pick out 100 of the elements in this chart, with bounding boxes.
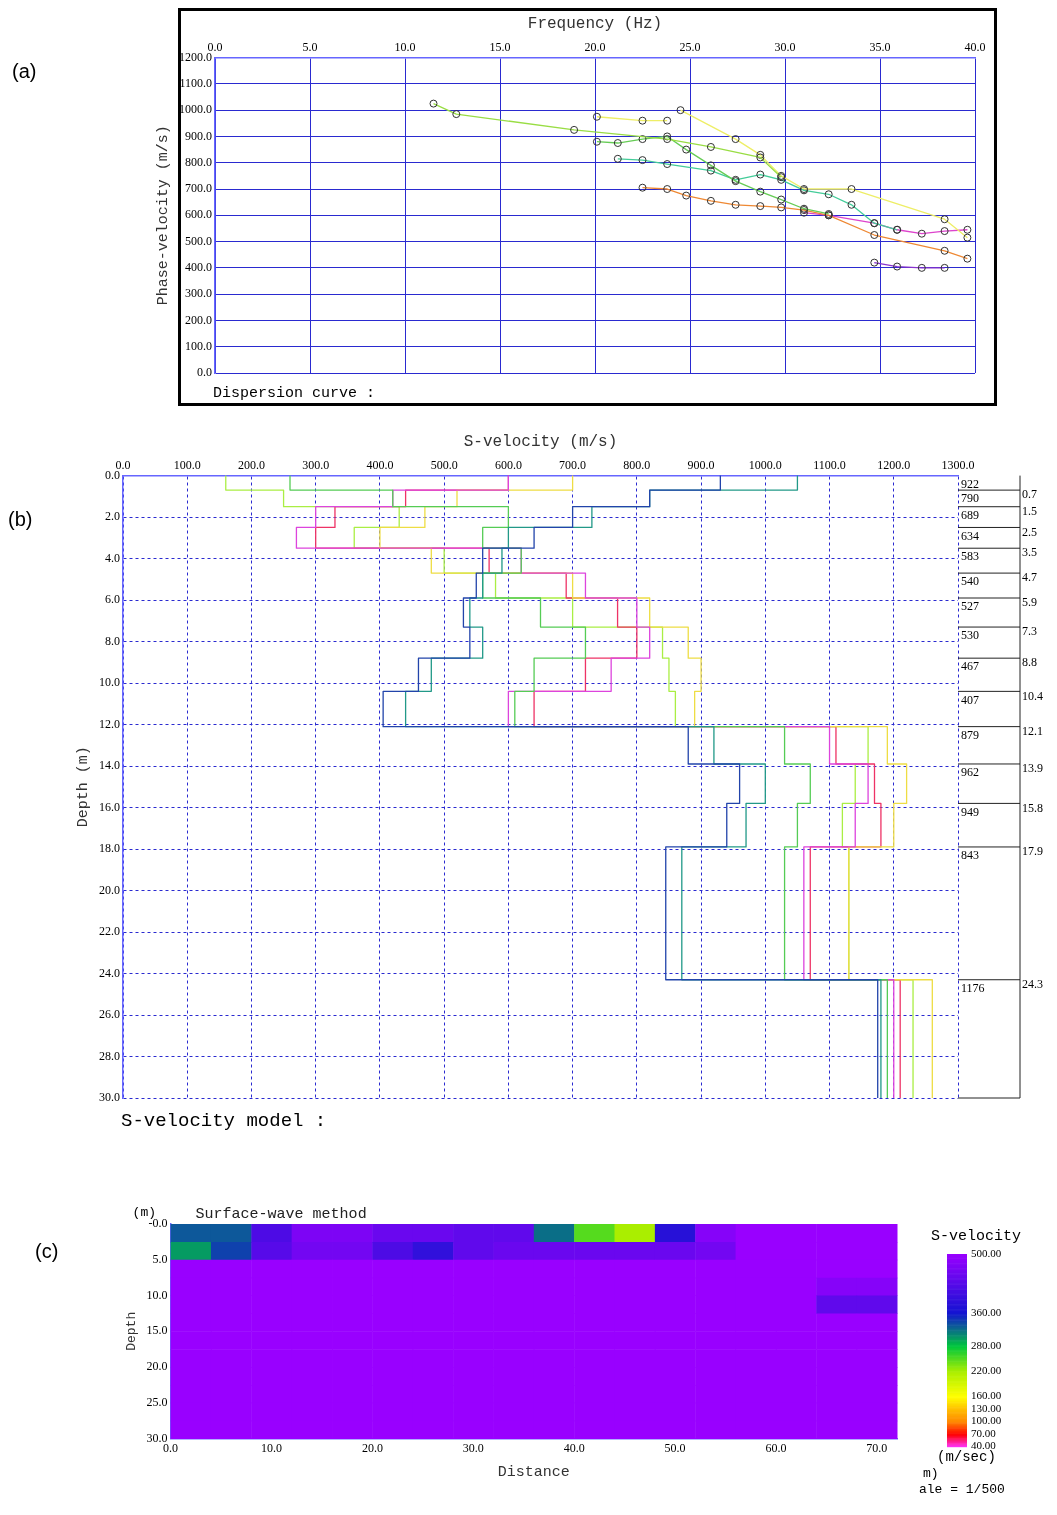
y-tick-label: 5.0: [152, 1251, 168, 1266]
y-tick-label: 10.0: [99, 675, 120, 690]
x-tick-label: 800.0: [623, 457, 651, 472]
color-bar-label: 500.00: [971, 1246, 1002, 1259]
x-tick-label: 30.0: [462, 1440, 484, 1455]
text: 879: [961, 727, 979, 742]
text: 530: [961, 628, 979, 643]
ref-line-label: 0.7: [1022, 487, 1037, 502]
text: 689: [961, 507, 979, 522]
y-tick-label: 4.0: [105, 550, 120, 565]
color-bar-label: 130.00: [971, 1401, 1002, 1414]
y-axis-title: Depth (m): [74, 746, 92, 828]
text: 583: [961, 549, 979, 564]
ref-line-label: 4.7: [1022, 570, 1037, 585]
y-tick-label: 15.0: [146, 1323, 168, 1338]
ref-line-label: 3.5: [1022, 545, 1037, 560]
text: 949: [961, 804, 979, 819]
text: ale = 1/500: [919, 1481, 1005, 1497]
y-axis-title: Phase-velocity (m/s): [154, 125, 172, 306]
y-tick-label: 18.0: [99, 841, 120, 856]
y-tick-label: 1000.0: [179, 102, 212, 117]
text: (a): [12, 60, 37, 82]
color-bar-label: 360.00: [971, 1305, 1002, 1318]
text: 843: [961, 848, 979, 863]
ref-line-label: 7.3: [1022, 624, 1037, 639]
x-axis-title: Frequency (Hz): [527, 14, 663, 33]
ref-line-label: 1.5: [1022, 503, 1037, 518]
text: 962: [961, 765, 979, 780]
x-tick-label: 15.0: [489, 39, 511, 54]
x-tick-label: 700.0: [559, 457, 587, 472]
y-tick-label: 500.0: [185, 233, 212, 248]
x-tick-label: 1000.0: [748, 457, 782, 472]
text: (c): [35, 1240, 59, 1262]
ref-line-label: 5.9: [1022, 595, 1037, 610]
text: 922: [961, 476, 979, 491]
y-tick-label: 6.0: [105, 592, 120, 607]
text: 1176: [961, 980, 985, 995]
ref-line-label: 13.9: [1022, 761, 1043, 776]
x-tick-label: 600.0: [494, 457, 522, 472]
y-tick-label: 2.0: [105, 509, 120, 524]
y-tick-label: 100.0: [185, 338, 212, 353]
x-tick-label: 1200.0: [877, 457, 911, 472]
text: 467: [961, 659, 979, 674]
color-bar-label: 280.00: [971, 1339, 1002, 1351]
color-bar-label: 100.00: [971, 1414, 1002, 1427]
x-tick-label: 25.0: [679, 39, 701, 54]
y-tick-label: 16.0: [99, 799, 120, 814]
x-tick-label: 10.0: [260, 1440, 282, 1455]
x-tick-label: 20.0: [361, 1440, 383, 1455]
y-tick-label: 24.0: [99, 965, 120, 980]
y-tick-label: 28.0: [99, 1048, 120, 1063]
x-tick-label: 300.0: [302, 457, 330, 472]
x-tick-label: 400.0: [366, 457, 394, 472]
y-tick-label: 900.0: [185, 128, 212, 143]
ref-line-label: 2.5: [1022, 524, 1037, 539]
x-tick-label: 50.0: [664, 1440, 686, 1455]
y-tick-label: 800.0: [185, 154, 212, 169]
y-tick-label: 30.0: [146, 1430, 168, 1445]
y-tick-label: 300.0: [185, 286, 212, 301]
text: m): [923, 1465, 939, 1481]
y-tick-label: 600.0: [185, 207, 212, 222]
x-tick-label: 0.0: [115, 457, 131, 472]
text: 407: [961, 692, 979, 707]
y-tick-label: 8.0: [105, 633, 120, 648]
y-tick-label: 26.0: [99, 1007, 120, 1022]
x-tick-label: 40.0: [563, 1440, 585, 1455]
color-bar-label: 220.00: [971, 1364, 1002, 1377]
y-tick-label: 700.0: [185, 181, 212, 196]
y-tick-label: 400.0: [185, 260, 212, 275]
ref-line-label: 10.4: [1022, 688, 1043, 703]
chart-title: Surface-wave method: [195, 1206, 367, 1223]
x-tick-label: 200.0: [237, 457, 265, 472]
x-tick-label: 35.0: [869, 39, 891, 54]
text: 790: [961, 491, 979, 506]
x-tick-label: 1300.0: [941, 457, 975, 472]
x-tick-label: 500.0: [430, 457, 458, 472]
ref-line-label: 8.8: [1022, 655, 1037, 670]
ref-line-label: 17.9: [1022, 844, 1043, 859]
y-tick-label: 1100.0: [179, 76, 212, 91]
x-tick-label: 5.0: [302, 39, 318, 54]
x-axis-title: Distance: [497, 1463, 570, 1481]
x-tick-label: 10.0: [394, 39, 416, 54]
x-tick-label: 30.0: [774, 39, 796, 54]
x-axis-title: S-velocity (m/s): [463, 432, 618, 451]
y-tick-label: 22.0: [99, 924, 120, 939]
color-bar-title: S-velocity: [931, 1228, 1022, 1245]
ref-line-label: 24.3: [1022, 976, 1043, 991]
ref-line-label: 12.1: [1022, 723, 1043, 738]
y-tick-label: 12.0: [99, 716, 120, 731]
color-bar-label: 160.00: [971, 1389, 1002, 1402]
x-tick-label: 70.0: [866, 1440, 888, 1455]
text: 540: [961, 574, 979, 589]
x-tick-label: 0.0: [207, 39, 223, 54]
y-tick-label: 14.0: [99, 758, 120, 773]
y-tick-label: 0.0: [197, 365, 212, 380]
y-axis-title: Depth: [124, 1311, 140, 1351]
x-tick-label: 1100.0: [813, 457, 846, 472]
y-tick-label: 20.0: [146, 1359, 168, 1374]
text: 527: [961, 599, 979, 614]
text: (b): [8, 508, 33, 530]
